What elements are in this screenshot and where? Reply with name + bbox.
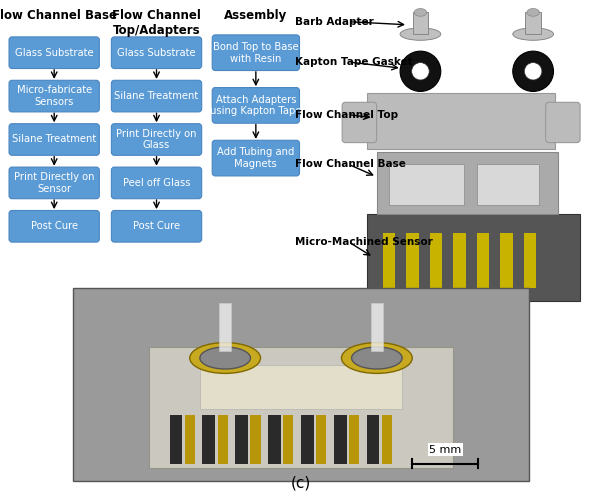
FancyBboxPatch shape bbox=[235, 415, 248, 464]
FancyBboxPatch shape bbox=[185, 415, 195, 464]
FancyBboxPatch shape bbox=[111, 80, 202, 112]
FancyBboxPatch shape bbox=[316, 415, 326, 464]
FancyBboxPatch shape bbox=[111, 210, 202, 242]
FancyBboxPatch shape bbox=[524, 232, 536, 288]
Text: Barb Adapter: Barb Adapter bbox=[295, 16, 374, 26]
Circle shape bbox=[412, 62, 429, 80]
FancyBboxPatch shape bbox=[334, 415, 347, 464]
Text: Glass Substrate: Glass Substrate bbox=[117, 48, 196, 58]
FancyBboxPatch shape bbox=[430, 232, 442, 288]
FancyBboxPatch shape bbox=[406, 232, 419, 288]
FancyBboxPatch shape bbox=[250, 415, 261, 464]
Text: Flow Channel Base: Flow Channel Base bbox=[0, 10, 117, 22]
FancyBboxPatch shape bbox=[383, 232, 396, 288]
FancyBboxPatch shape bbox=[371, 303, 383, 352]
FancyBboxPatch shape bbox=[382, 415, 392, 464]
FancyBboxPatch shape bbox=[9, 37, 99, 68]
FancyBboxPatch shape bbox=[9, 210, 99, 242]
FancyBboxPatch shape bbox=[217, 415, 228, 464]
Circle shape bbox=[200, 347, 250, 369]
Text: Peel off Glass: Peel off Glass bbox=[123, 178, 190, 188]
Text: Silane Treatment: Silane Treatment bbox=[12, 134, 96, 144]
Circle shape bbox=[341, 342, 412, 374]
FancyBboxPatch shape bbox=[212, 140, 300, 176]
Text: Kapton Tape Gasket: Kapton Tape Gasket bbox=[295, 57, 413, 67]
FancyBboxPatch shape bbox=[453, 232, 466, 288]
FancyBboxPatch shape bbox=[268, 415, 281, 464]
FancyBboxPatch shape bbox=[545, 102, 580, 142]
Circle shape bbox=[190, 342, 261, 374]
FancyBboxPatch shape bbox=[219, 303, 231, 352]
Text: Micro-fabricate
Sensors: Micro-fabricate Sensors bbox=[17, 86, 92, 107]
FancyBboxPatch shape bbox=[477, 164, 539, 204]
Ellipse shape bbox=[513, 28, 553, 40]
Text: Print Directly on
Glass: Print Directly on Glass bbox=[116, 128, 197, 150]
FancyBboxPatch shape bbox=[111, 124, 202, 156]
FancyBboxPatch shape bbox=[202, 415, 215, 464]
Circle shape bbox=[524, 62, 542, 80]
FancyBboxPatch shape bbox=[212, 35, 300, 70]
Text: (b): (b) bbox=[460, 292, 481, 307]
Text: (a): (a) bbox=[140, 289, 161, 304]
FancyBboxPatch shape bbox=[349, 415, 359, 464]
Text: Post Cure: Post Cure bbox=[133, 222, 180, 232]
FancyBboxPatch shape bbox=[301, 415, 314, 464]
FancyBboxPatch shape bbox=[367, 214, 580, 300]
Text: Glass Substrate: Glass Substrate bbox=[15, 48, 93, 58]
FancyBboxPatch shape bbox=[9, 167, 99, 198]
FancyBboxPatch shape bbox=[111, 37, 202, 68]
FancyBboxPatch shape bbox=[9, 124, 99, 156]
Text: Micro-Machined Sensor: Micro-Machined Sensor bbox=[295, 237, 433, 247]
Text: Assembly: Assembly bbox=[224, 10, 288, 22]
FancyBboxPatch shape bbox=[500, 232, 513, 288]
Text: Post Cure: Post Cure bbox=[31, 222, 78, 232]
Text: Attach Adapters
using Kapton Tape: Attach Adapters using Kapton Tape bbox=[210, 94, 302, 116]
Text: Bond Top to Base
with Resin: Bond Top to Base with Resin bbox=[213, 42, 299, 64]
Text: Add Tubing and
Magnets: Add Tubing and Magnets bbox=[217, 148, 294, 169]
FancyBboxPatch shape bbox=[526, 12, 541, 34]
Text: 5 mm: 5 mm bbox=[429, 445, 461, 455]
FancyBboxPatch shape bbox=[377, 152, 558, 214]
FancyBboxPatch shape bbox=[212, 88, 300, 123]
FancyBboxPatch shape bbox=[284, 415, 293, 464]
Text: Flow Channel
Top/Adapters: Flow Channel Top/Adapters bbox=[112, 10, 201, 38]
Ellipse shape bbox=[527, 8, 539, 16]
FancyBboxPatch shape bbox=[73, 288, 529, 481]
FancyBboxPatch shape bbox=[412, 12, 428, 34]
Text: Silane Treatment: Silane Treatment bbox=[114, 91, 199, 101]
FancyBboxPatch shape bbox=[149, 347, 453, 468]
FancyBboxPatch shape bbox=[9, 80, 99, 112]
Text: Flow Channel Base: Flow Channel Base bbox=[295, 160, 406, 170]
FancyBboxPatch shape bbox=[477, 232, 489, 288]
FancyBboxPatch shape bbox=[200, 364, 402, 408]
Text: (c): (c) bbox=[291, 475, 311, 490]
Ellipse shape bbox=[400, 28, 441, 40]
Text: Flow Channel Top: Flow Channel Top bbox=[295, 110, 399, 120]
FancyBboxPatch shape bbox=[111, 167, 202, 198]
FancyBboxPatch shape bbox=[367, 415, 379, 464]
FancyBboxPatch shape bbox=[367, 93, 555, 149]
Ellipse shape bbox=[414, 8, 427, 16]
FancyBboxPatch shape bbox=[170, 415, 182, 464]
Circle shape bbox=[513, 51, 553, 92]
Circle shape bbox=[352, 347, 402, 369]
Text: Print Directly on
Sensor: Print Directly on Sensor bbox=[14, 172, 95, 194]
Circle shape bbox=[400, 51, 441, 92]
FancyBboxPatch shape bbox=[342, 102, 377, 142]
FancyBboxPatch shape bbox=[389, 164, 464, 204]
